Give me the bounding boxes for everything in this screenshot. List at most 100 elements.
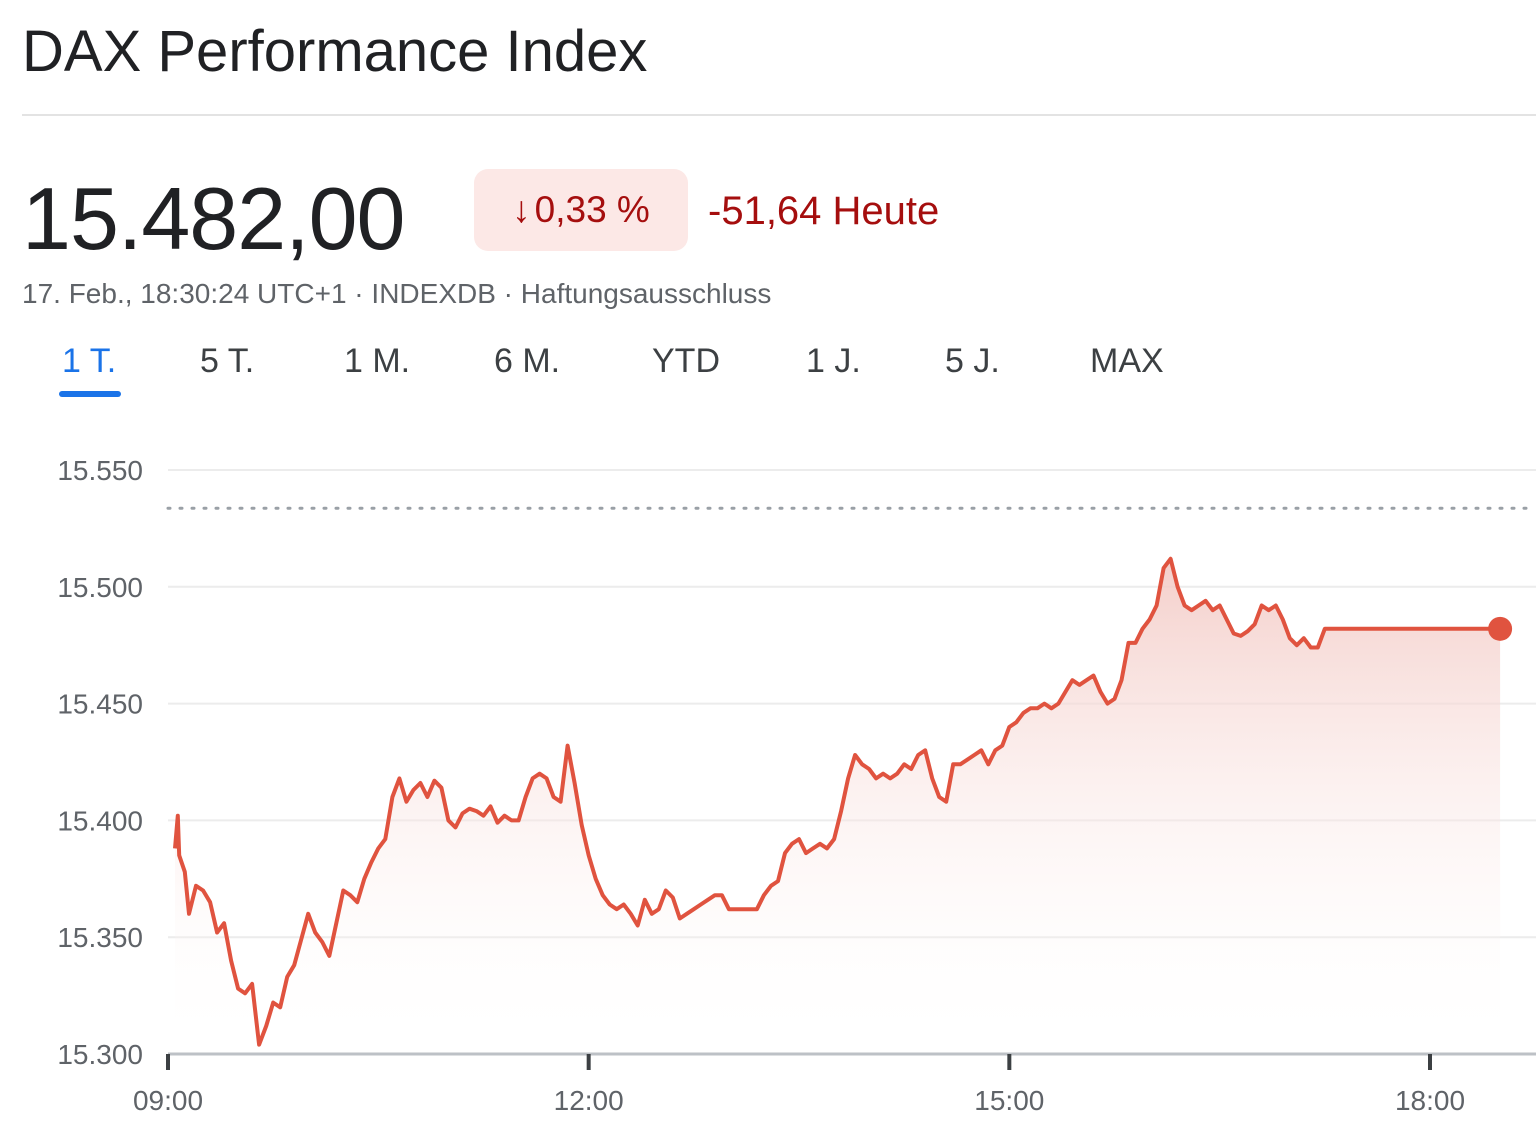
data-point <box>636 924 640 928</box>
arrow-down-icon: ↓ <box>512 189 531 230</box>
data-point <box>727 907 731 911</box>
data-point <box>552 795 556 799</box>
data-point <box>1281 618 1285 622</box>
data-point <box>510 818 514 822</box>
time-range-tabs: 1 T. 5 T. 1 M. 6 M. YTD 1 J. 5 J. MAX <box>0 342 1536 402</box>
data-point <box>706 898 710 902</box>
data-point <box>1028 706 1032 710</box>
tab-1-day[interactable]: 1 T. <box>62 342 117 380</box>
data-point <box>930 776 934 780</box>
data-point <box>1260 603 1264 607</box>
data-point <box>580 823 584 827</box>
tab-ytd[interactable]: YTD <box>652 342 720 380</box>
data-point <box>1120 678 1124 682</box>
data-point <box>1049 706 1053 710</box>
data-point <box>418 781 422 785</box>
data-point <box>1077 683 1081 687</box>
x-tick-label: 15:00 <box>974 1085 1044 1116</box>
price-area <box>175 558 1501 1054</box>
data-point <box>460 811 464 815</box>
data-point <box>292 963 296 967</box>
data-point <box>320 940 324 944</box>
data-point <box>678 917 682 921</box>
data-point <box>860 762 864 766</box>
data-point <box>566 744 570 748</box>
data-point <box>177 853 181 857</box>
x-tick-label: 09:00 <box>133 1085 203 1116</box>
data-point <box>503 814 507 818</box>
data-point <box>825 846 829 850</box>
data-point <box>517 818 521 822</box>
data-point <box>664 888 668 892</box>
data-point <box>278 1005 282 1009</box>
data-point <box>545 776 549 780</box>
data-point <box>629 912 633 916</box>
data-point <box>243 991 247 995</box>
data-point <box>236 987 240 991</box>
data-point <box>643 898 647 902</box>
data-point <box>622 902 626 906</box>
data-point <box>397 776 401 780</box>
data-point <box>1239 634 1243 638</box>
data-point <box>692 907 696 911</box>
data-point <box>1169 557 1173 561</box>
data-point <box>1113 697 1117 701</box>
x-tick-label: 12:00 <box>554 1085 624 1116</box>
data-point <box>979 748 983 752</box>
data-point <box>524 795 528 799</box>
change-today: -51,64 Heute <box>708 189 940 233</box>
tab-6-months[interactable]: 6 M. <box>494 342 561 380</box>
data-point <box>425 795 429 799</box>
data-point <box>327 954 331 958</box>
data-point <box>299 938 303 942</box>
data-point <box>1309 646 1313 650</box>
last-price-dot[interactable] <box>1488 616 1513 641</box>
data-point <box>1134 641 1138 645</box>
y-tick-label: 15.450 <box>57 689 143 720</box>
data-point <box>818 842 822 846</box>
tab-1-year[interactable]: 1 J. <box>806 342 861 380</box>
data-point <box>1098 690 1102 694</box>
data-point <box>390 795 394 799</box>
data-point <box>173 846 177 850</box>
tab-max[interactable]: MAX <box>1090 342 1164 380</box>
data-point <box>355 900 359 904</box>
intraday-chart[interactable]: 15.300 15.350 15.400 15.450 15.500 15.550 09:… <box>0 420 1536 1131</box>
data-point <box>846 776 850 780</box>
data-point <box>986 762 990 766</box>
source: INDEXDB <box>371 278 496 309</box>
data-point <box>685 912 689 916</box>
timestamp: 17. Feb., 18:30:24 UTC+1 <box>22 278 347 309</box>
tab-5-days[interactable]: 5 T. <box>200 342 255 380</box>
data-point <box>874 776 878 780</box>
disclaimer-link[interactable]: Haftungsausschluss <box>520 278 772 309</box>
data-point <box>1176 585 1180 589</box>
data-point <box>1267 608 1271 612</box>
data-point <box>776 879 780 883</box>
data-point <box>895 772 899 776</box>
data-point <box>1155 603 1159 607</box>
data-point <box>965 758 969 762</box>
data-point <box>194 884 198 888</box>
x-tick-label: 18:00 <box>1395 1085 1465 1116</box>
data-point <box>972 753 976 757</box>
data-point <box>334 921 338 925</box>
data-point <box>839 809 843 813</box>
y-tick-label: 15.550 <box>57 455 143 486</box>
data-point <box>383 837 387 841</box>
data-point <box>1105 702 1109 706</box>
data-point <box>587 853 591 857</box>
data-point <box>888 776 892 780</box>
data-point <box>208 900 212 904</box>
data-point <box>1148 618 1152 622</box>
data-point <box>432 779 436 783</box>
data-point <box>867 767 871 771</box>
data-point <box>762 893 766 897</box>
change-percent: 0,33 % <box>534 189 650 230</box>
data-point <box>531 776 535 780</box>
y-tick-label: 15.400 <box>57 805 143 836</box>
data-point <box>608 902 612 906</box>
tab-1-month[interactable]: 1 M. <box>344 342 411 380</box>
data-point <box>376 846 380 850</box>
tab-5-years[interactable]: 5 J. <box>945 342 1000 380</box>
